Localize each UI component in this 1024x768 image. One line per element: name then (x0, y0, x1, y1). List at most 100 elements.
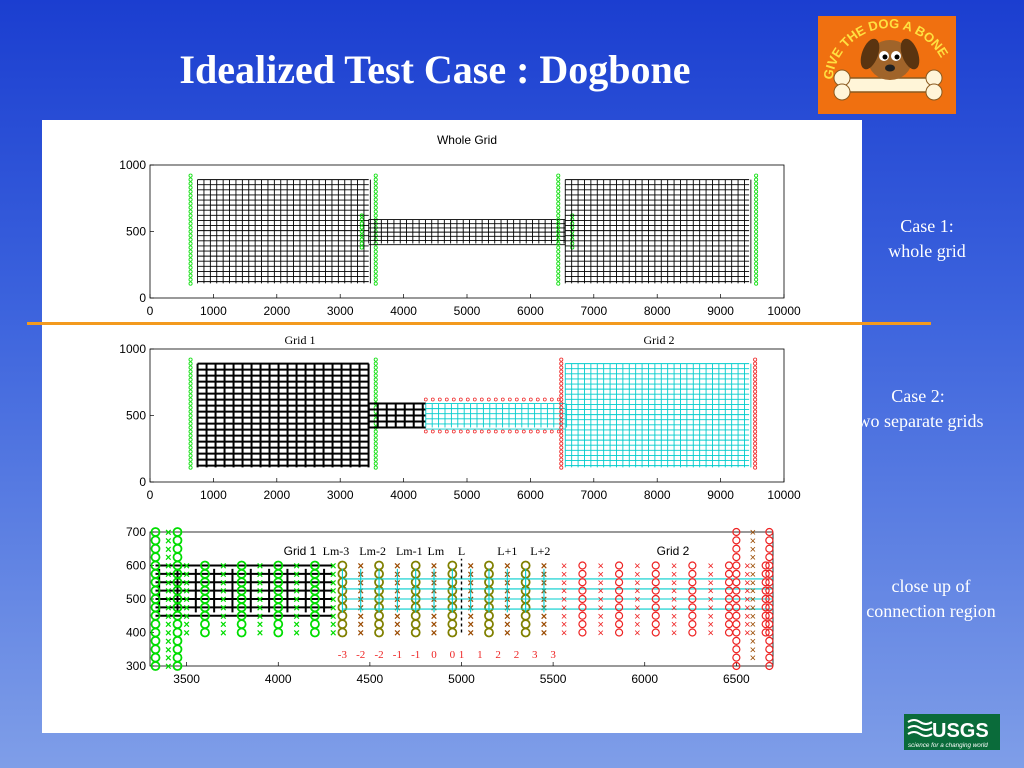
p2-grid2-ring (559, 437, 564, 442)
p3-grid2-boundary-cross: × (750, 602, 756, 614)
p1-xtick-label: 10000 (767, 304, 801, 318)
p3-grid2-boundary-cross: × (750, 552, 756, 564)
p3-grid2-boundary-ring (732, 586, 741, 595)
p2-grid1-ring (373, 445, 378, 450)
dog-bone-logo: GIVE THE DOG A BONE (818, 16, 956, 114)
p1-boundary-ring (754, 257, 759, 262)
p3-grid2-boundary-ring (765, 636, 774, 645)
p3-overlap-ring (374, 610, 384, 621)
p3-grid2-ring (688, 569, 697, 578)
p2-grid2-ring (753, 465, 758, 470)
p2-xtick-label: 1000 (200, 488, 227, 502)
p2-grid1-ring (373, 437, 378, 442)
p3-grid1-cross: × (330, 628, 336, 640)
p3-grid1-cross: × (293, 561, 299, 573)
p1-boundary-ring (754, 277, 759, 282)
p3-grid1-cross: × (165, 644, 171, 656)
p2-grid1-ring (373, 449, 378, 454)
p3-grid2-cross: × (744, 586, 750, 598)
p3-grid2-boundary-ring (732, 569, 741, 578)
p1-boundary-ring (373, 177, 378, 182)
p3-xtick-label: 5500 (540, 672, 567, 686)
p3-grid1-ring (150, 543, 161, 554)
p1-boundary-ring (556, 189, 561, 194)
p2-grid2-ring (507, 429, 512, 434)
p2-grid2-ring (528, 429, 533, 434)
p1-boundary-ring (373, 273, 378, 278)
p1-boundary-ring (754, 185, 759, 190)
p3-overlap-ring (374, 627, 384, 638)
p3-grid1-ring (150, 652, 161, 663)
p2-grid2-ring (514, 429, 519, 434)
p1-ytick-label: 500 (126, 225, 146, 239)
p1-xtick-label: 3000 (327, 304, 354, 318)
p3-overlap-cross: × (358, 628, 364, 640)
p3-grid2-ring (614, 578, 624, 587)
p3-grid2-ring (724, 569, 734, 578)
p3-grid2-ring (761, 611, 770, 620)
p2-grid2-ring (535, 429, 540, 434)
p2-grid1-ring (188, 461, 193, 466)
p3-grid2-cross: × (707, 586, 713, 598)
p2-ytick-label: 0 (139, 475, 146, 489)
p1-boundary-ring (359, 217, 364, 222)
p3-grid1-cross: × (220, 577, 226, 589)
p3-grid2-ring (761, 620, 770, 629)
p3-grid2-cross: × (707, 594, 713, 606)
p1-boundary-ring (754, 253, 759, 258)
p2-grid2-ring (465, 397, 470, 402)
p3-column-label: L+1 (497, 544, 517, 558)
p2-grid1-ring (373, 389, 378, 394)
p3-grid1-ring (150, 635, 161, 646)
p3-grid1-ring (150, 527, 161, 537)
p2-grid2-ring (753, 461, 758, 466)
p3-grid2-ring (724, 620, 734, 629)
p3-grid2-boundary-ring (732, 653, 741, 662)
p1-block (368, 219, 566, 246)
p3-grid1-cross: × (165, 552, 171, 564)
p3-grid2-boundary-ring (732, 636, 741, 645)
p2-xtick-label: 8000 (644, 488, 671, 502)
p1-boundary-ring (754, 197, 759, 202)
p2-grid1-ring (188, 453, 193, 458)
slide-title: Idealized Test Case : Dogbone (179, 47, 691, 92)
p3-grid1-cross: × (183, 594, 189, 606)
p2-grid1-ring (188, 381, 193, 386)
p2-grid2-ring (753, 361, 758, 366)
p3-grid1-cross: × (165, 628, 171, 640)
p2-grid1-ring (188, 449, 193, 454)
p3-grid1-cross: × (220, 619, 226, 631)
case2-note: Case 2: two separate grids (830, 384, 1006, 434)
p3-index-label: -1 (411, 649, 420, 661)
p3-grid2-cross: × (634, 628, 640, 640)
p3-grid2-ring (651, 611, 660, 620)
p2-grid2-ring (559, 377, 564, 382)
p3-grid1-cross: × (165, 577, 171, 589)
p3-grid2-ring (761, 561, 770, 570)
p1-boundary-ring (188, 181, 193, 186)
p3-grid2-boundary-ring (732, 578, 741, 587)
p2-grid1-ring (188, 425, 193, 430)
p1-boundary-ring (556, 197, 561, 202)
p3-xtick-label: 3500 (173, 672, 200, 686)
p2-grid2-ring (753, 405, 758, 410)
p3-grid2-ring (761, 569, 770, 578)
p2-grid2-ring (549, 397, 554, 402)
p3-overlap-ring (520, 560, 531, 571)
p3-column-label: Lm (428, 544, 445, 558)
p1-xtick-label: 8000 (644, 304, 671, 318)
p2-grid2-ring (437, 397, 442, 402)
p3-grid1-ring (200, 619, 210, 630)
p3-grid2-cross: × (634, 586, 640, 598)
p3-grid1-cross: × (330, 586, 336, 598)
p2-grid2-ring (559, 385, 564, 390)
p1-boundary-ring (188, 217, 193, 222)
p2-grid1-ring (373, 369, 378, 374)
p3-overlap-ring (410, 627, 421, 638)
p1-boundary-ring (188, 257, 193, 262)
p1-boundary-ring (188, 273, 193, 278)
p2-grid2-ring (559, 445, 564, 450)
p2-grid2-ring (753, 357, 758, 362)
p1-boundary-ring (754, 217, 759, 222)
p1-boundary-ring (188, 249, 193, 254)
